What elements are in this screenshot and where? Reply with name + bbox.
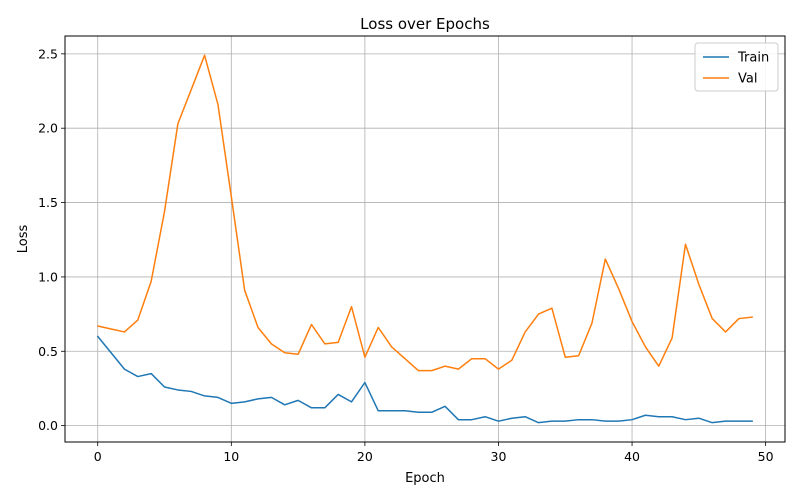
y-tick-label: 2.0 bbox=[38, 121, 58, 136]
y-axis-label: Loss bbox=[16, 225, 31, 254]
x-tick-label: 30 bbox=[491, 449, 507, 464]
legend-box bbox=[694, 42, 779, 92]
y-tick-label: 2.5 bbox=[38, 46, 58, 61]
series-layer bbox=[96, 54, 754, 424]
legend-label-train: Train bbox=[737, 51, 769, 66]
plot-frame bbox=[64, 35, 786, 443]
x-tick-label: 10 bbox=[223, 449, 239, 464]
legend: Train Val bbox=[694, 42, 779, 92]
y-tick-label: 1.0 bbox=[38, 269, 58, 284]
series-line-train bbox=[96, 335, 754, 424]
legend-label-val: Val bbox=[738, 72, 757, 87]
axis-ticks: 0 10 20 30 40 50 0.0 0.5 1.0 1.5 2.0 2.5 bbox=[38, 46, 774, 464]
grid bbox=[65, 36, 785, 442]
x-tick-label: 0 bbox=[94, 449, 102, 464]
y-tick-label: 1.5 bbox=[38, 195, 58, 210]
y-tick-label: 0.5 bbox=[38, 344, 58, 359]
x-tick-label: 20 bbox=[357, 449, 373, 464]
y-tick-label: 0.0 bbox=[38, 418, 58, 433]
x-tick-label: 40 bbox=[624, 449, 640, 464]
x-axis-label: Epoch bbox=[405, 471, 445, 486]
series-line-val bbox=[96, 54, 754, 372]
x-tick-label: 50 bbox=[758, 449, 774, 464]
chart-title: Loss over Epochs bbox=[360, 15, 490, 33]
